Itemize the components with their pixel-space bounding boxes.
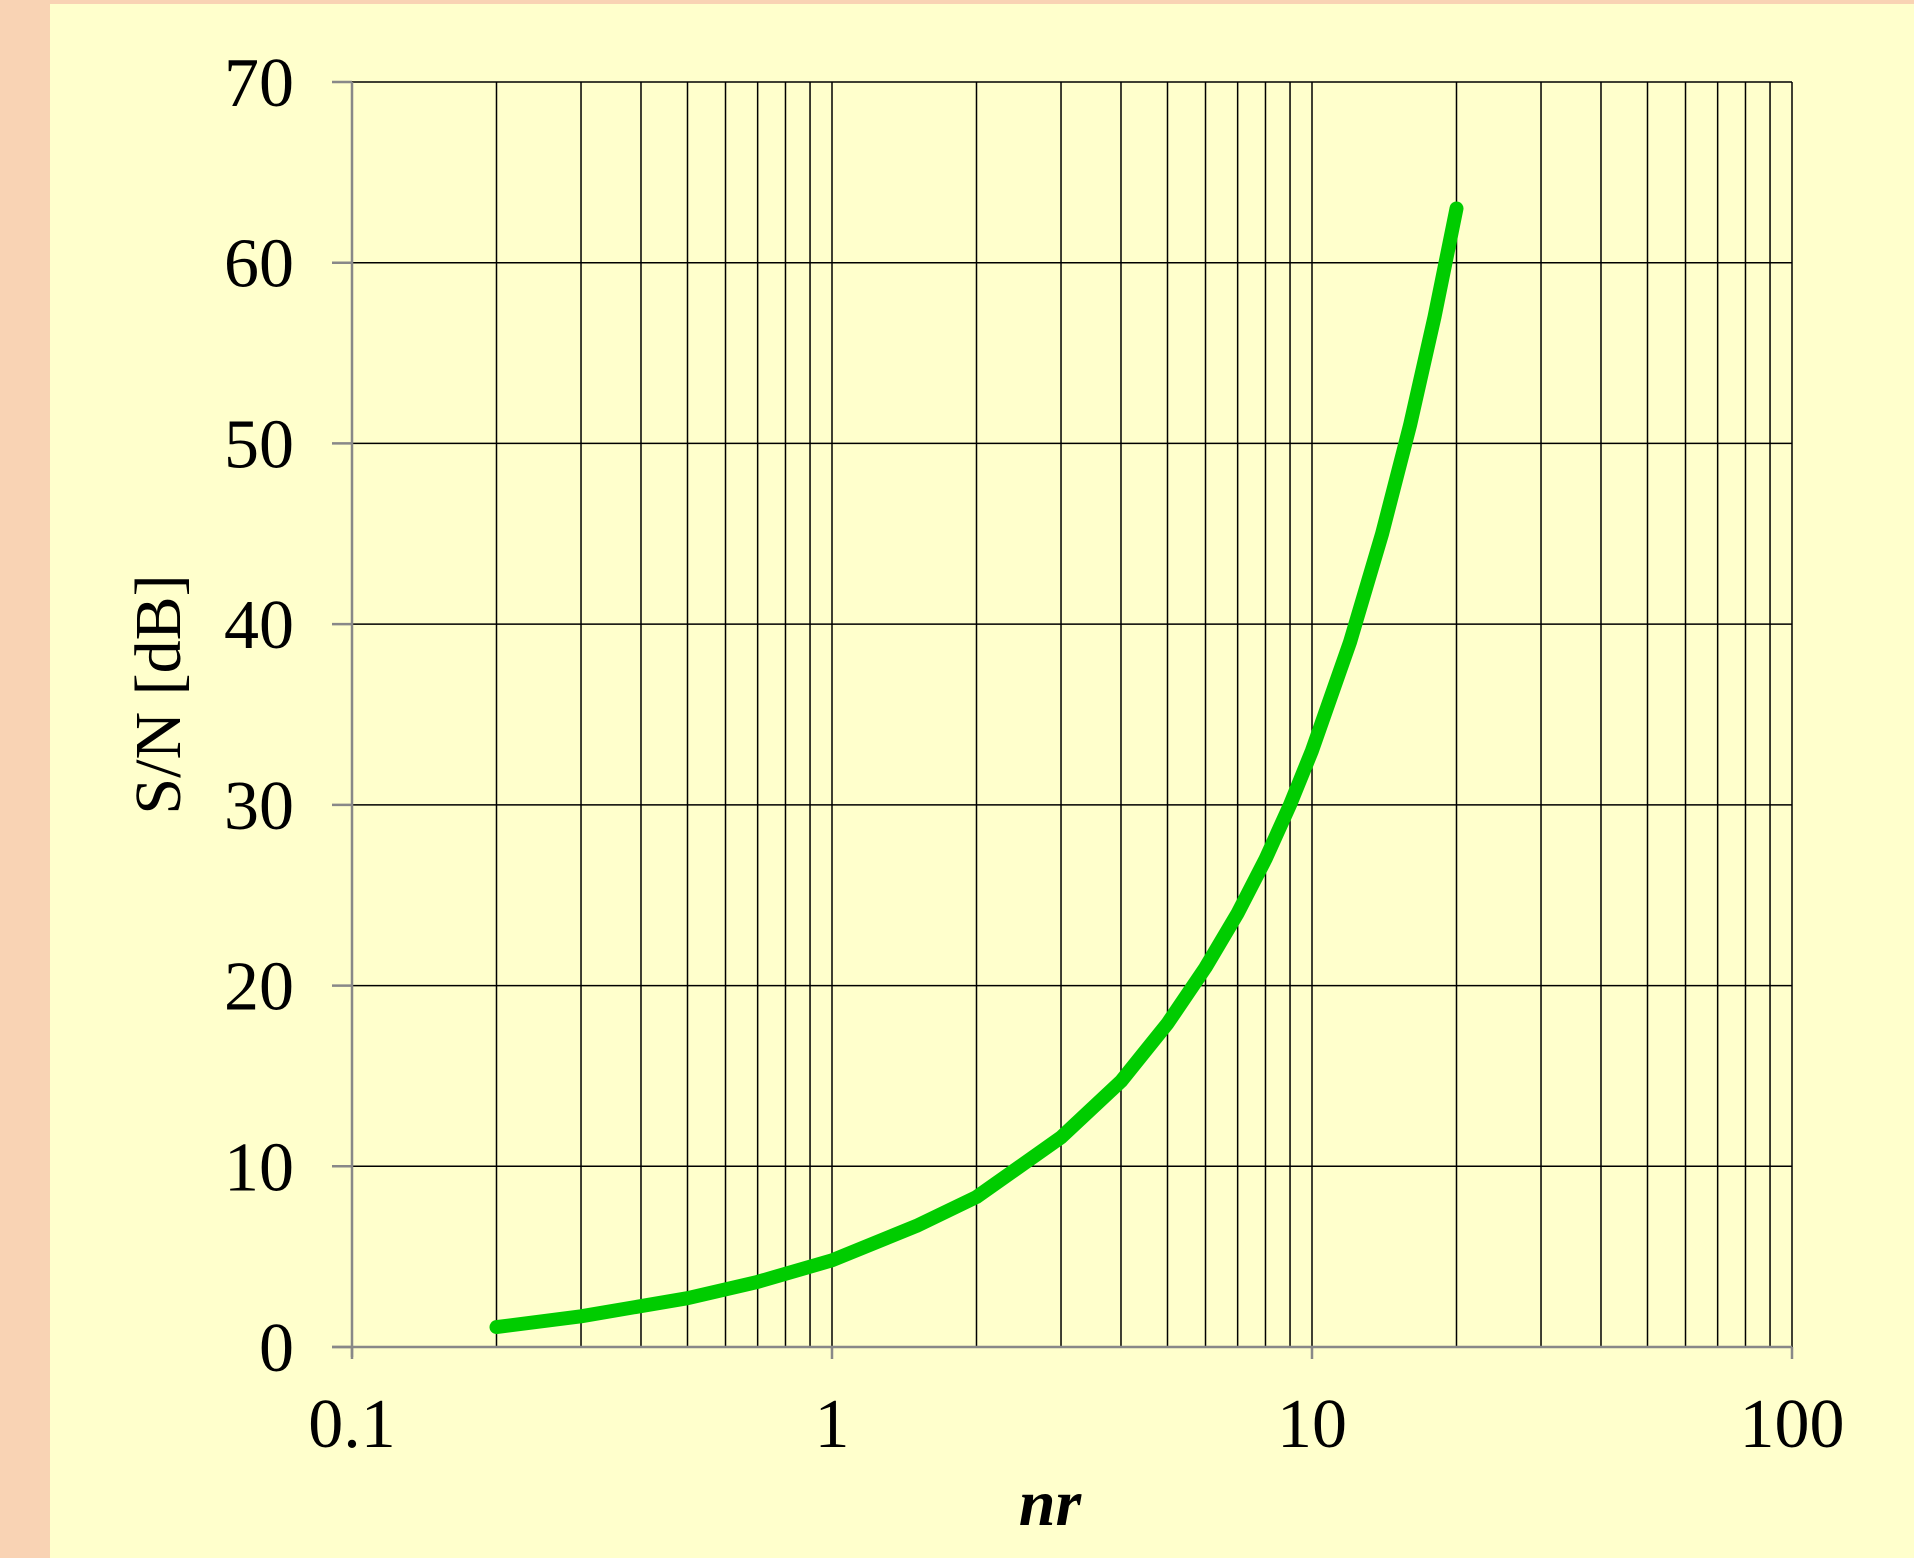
x-tick-label: 100 bbox=[1740, 1386, 1845, 1463]
x-tick-label: 0.1 bbox=[308, 1386, 396, 1463]
x-axis-title: nr bbox=[1019, 1467, 1083, 1540]
series-layer bbox=[489, 201, 1464, 1335]
y-tick-label: 10 bbox=[224, 1129, 294, 1206]
y-axis-title: S/N [dB] bbox=[122, 574, 195, 814]
y-tick-label: 40 bbox=[224, 587, 294, 664]
grid bbox=[352, 81, 1793, 1347]
y-tick-label: 70 bbox=[224, 45, 294, 122]
y-tick-label: 20 bbox=[224, 949, 294, 1026]
y-tick-label: 30 bbox=[224, 768, 294, 845]
tick-labels: 0 10 20 30 40 50 60 70 0.1 1 10 100 bbox=[224, 45, 1845, 1463]
x-tick-label: 1 bbox=[815, 1386, 850, 1463]
y-tick-label: 60 bbox=[224, 226, 294, 303]
y-tick-label: 50 bbox=[224, 406, 294, 483]
y-tick-label: 0 bbox=[259, 1310, 294, 1387]
series-line bbox=[489, 201, 1464, 1335]
chart-panel: 0 10 20 30 40 50 60 70 0.1 1 10 100 nr S/N [dB] bbox=[50, 4, 1914, 1558]
axes bbox=[332, 80, 1794, 1359]
x-tick-label: 10 bbox=[1277, 1386, 1347, 1463]
chart: 0 10 20 30 40 50 60 70 0.1 1 10 100 nr S/N [dB] bbox=[122, 45, 1845, 1540]
